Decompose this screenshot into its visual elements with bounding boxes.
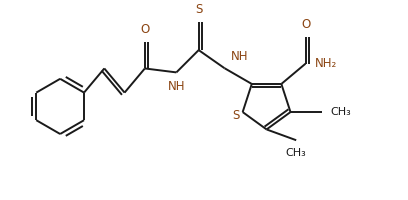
Text: S: S [232, 109, 239, 122]
Text: S: S [195, 3, 202, 16]
Text: NH₂: NH₂ [315, 57, 337, 70]
Text: CH₃: CH₃ [330, 107, 350, 117]
Text: O: O [140, 23, 149, 36]
Text: NH: NH [231, 50, 248, 63]
Text: NH: NH [168, 80, 185, 93]
Text: CH₃: CH₃ [286, 148, 306, 158]
Text: O: O [301, 18, 310, 31]
